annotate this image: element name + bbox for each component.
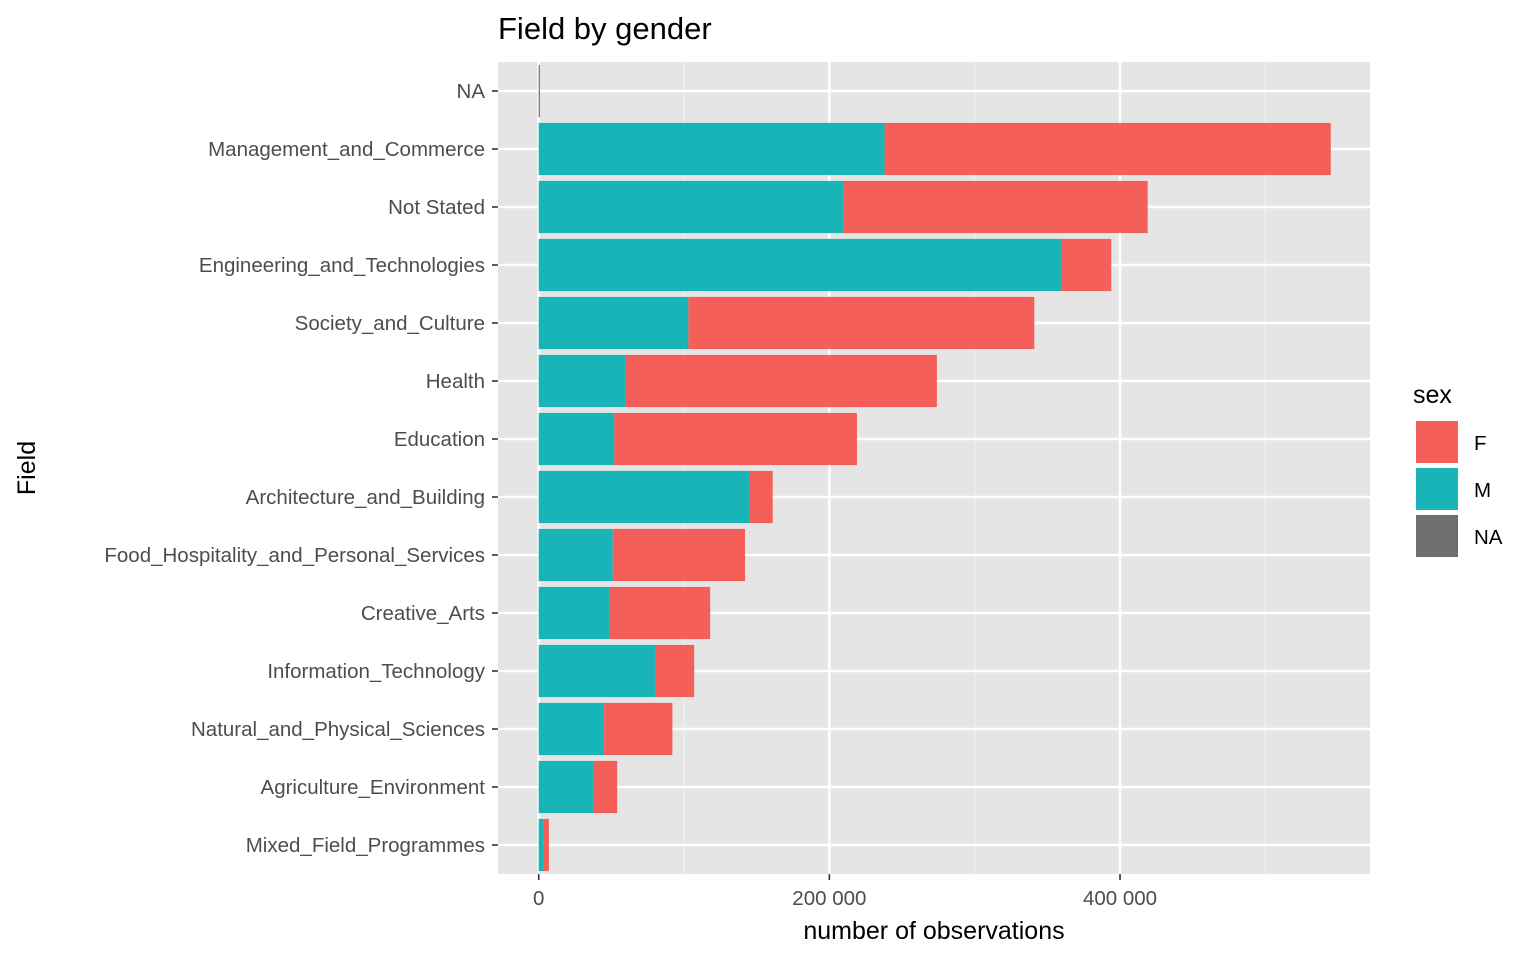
- x-tick-label: 200 000: [792, 887, 866, 910]
- bar-m-health: [538, 354, 626, 408]
- bar-f-health: [625, 354, 937, 408]
- legend-title: sex: [1413, 381, 1452, 409]
- bar-f-agriculture-environment: [593, 760, 618, 814]
- bar-m-agriculture-environment: [538, 760, 594, 814]
- x-tick-label: 400 000: [1083, 887, 1157, 910]
- bars: [538, 64, 1331, 872]
- bar-f-food-hospitality-and-personal-services: [612, 528, 746, 582]
- bar-f-education: [614, 412, 857, 466]
- bar-f-not-stated: [843, 180, 1148, 234]
- y-axis-title: Field: [13, 441, 41, 495]
- bar-f-engineering-and-technologies: [1061, 238, 1112, 292]
- y-tick-label: Agriculture_Environment: [261, 776, 486, 799]
- bar-m-society-and-culture: [538, 296, 689, 350]
- y-tick-label: Information_Technology: [267, 660, 485, 683]
- bar-f-natural-and-physical-sciences: [604, 702, 673, 756]
- bar-m-architecture-and-building: [538, 470, 750, 524]
- legend-items: F M NA: [1414, 419, 1503, 559]
- bar-m-food-hospitality-and-personal-services: [538, 528, 613, 582]
- y-tick-label: Architecture_and_Building: [246, 486, 485, 509]
- bar-m-natural-and-physical-sciences: [538, 702, 605, 756]
- bar-m-creative-arts: [538, 586, 610, 640]
- y-tick-label: Food_Hospitality_and_Personal_Services: [104, 544, 485, 567]
- y-tick-label: Society_and_Culture: [295, 312, 485, 335]
- y-tick-label: Not Stated: [388, 196, 485, 219]
- y-tick-label: Health: [426, 370, 485, 393]
- legend-label-f: F: [1474, 432, 1487, 455]
- y-tick-label: Mixed_Field_Programmes: [246, 834, 485, 857]
- bar-na-na: [538, 64, 540, 118]
- chart-title: Field by gender: [498, 11, 712, 46]
- legend-key-na: [1414, 513, 1460, 559]
- y-tick-label: Creative_Arts: [361, 602, 485, 625]
- bar-m-mixed-field-programmes: [538, 818, 544, 872]
- bar-f-management-and-commerce: [884, 122, 1331, 176]
- y-tick-label: Natural_and_Physical_Sciences: [191, 718, 485, 741]
- y-tick-label: Engineering_and_Technologies: [199, 254, 485, 277]
- legend-key-f: [1414, 419, 1460, 465]
- x-axis: 0 200 000 400 000: [533, 874, 1157, 910]
- y-tick-label: Education: [394, 428, 485, 451]
- x-tick-label: 0: [533, 887, 544, 910]
- y-axis: NA Management_and_Commerce Not Stated Engin…: [104, 80, 498, 857]
- bar-f-mixed-field-programmes: [543, 818, 549, 872]
- bar-f-architecture-and-building: [749, 470, 773, 524]
- bar-f-society-and-culture: [688, 296, 1035, 350]
- legend-label-m: M: [1474, 479, 1491, 502]
- x-axis-title: number of observations: [803, 917, 1064, 945]
- legend-key-m: [1414, 466, 1460, 512]
- bar-m-education: [538, 412, 615, 466]
- legend-label-na: NA: [1474, 526, 1503, 549]
- bar-m-information-technology: [538, 644, 655, 698]
- legend: sex F M NA: [1413, 381, 1503, 559]
- bar-f-information-technology: [654, 644, 695, 698]
- bar-f-creative-arts: [609, 586, 711, 640]
- y-tick-label: NA: [457, 80, 486, 103]
- bar-m-management-and-commerce: [538, 122, 885, 176]
- y-tick-label: Management_and_Commerce: [208, 138, 485, 161]
- bar-m-not-stated: [538, 180, 844, 234]
- bar-m-engineering-and-technologies: [538, 238, 1062, 292]
